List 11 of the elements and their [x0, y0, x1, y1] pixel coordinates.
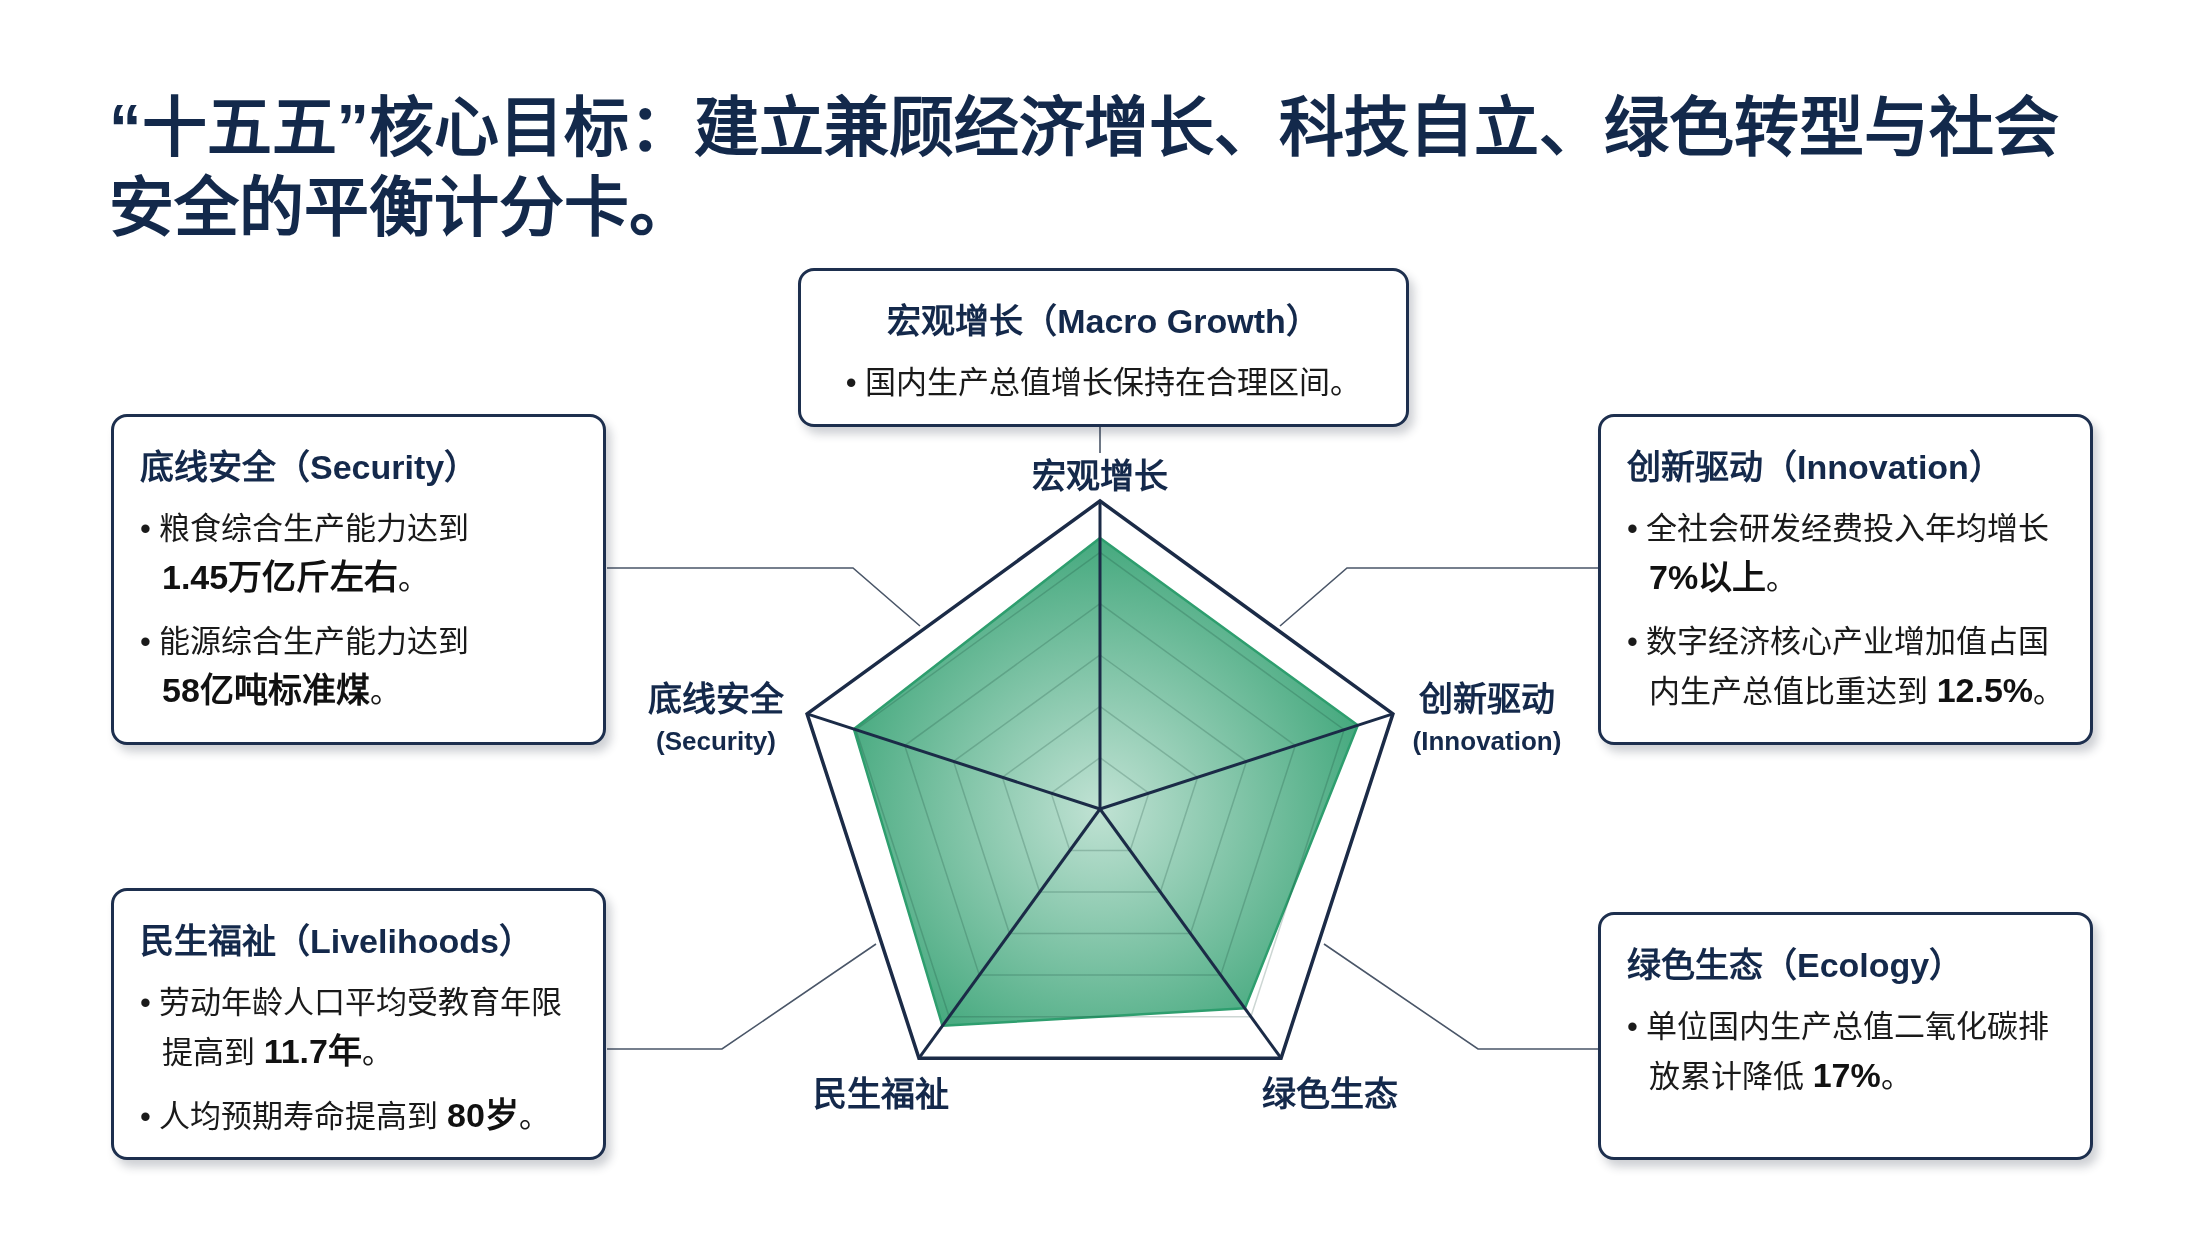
spoke-label: 宏观增长 [1032, 457, 1168, 495]
spoke-label: 底线安全 (Security) [648, 680, 785, 756]
chart-title: “十五五”核心目标：建立兼顾经济增长、科技自立、绿色转型与社会安全的平衡计分卡。 [109, 90, 2060, 246]
spoke-label: 民生福祉 [813, 1075, 949, 1113]
text: 宏观增长（Macro Growth） • 国内生产总值增长保持在合理区间。 [844, 301, 1363, 402]
spoke-label: 绿色生态 [1262, 1075, 1398, 1113]
text: 绿色生态（Ecology） • 单位国内生产总值二氧化碳排放累计降低 17%。 [1627, 945, 2051, 1096]
spoke-label: 创新驱动 (Innovation) [1412, 680, 1562, 756]
text: 民生福祉（Livelihoods） • 劳动年龄人口平均受教育年限提高到 11.7年。 • 人均预期寿命提高到 80岁。 [140, 921, 564, 1136]
text: 底线安全（Security） • 粮食综合生产能力达到1.45万亿斤左右。 • 能源综合生产能力达到58亿吨标准煤。 [140, 447, 480, 711]
text: 创新驱动（Innovation） • 全社会研发经费投入年均增长7%以上。 • 数字经济核心产业增加值占国内生产总值比重达到 12.5%。 [1627, 447, 2066, 711]
